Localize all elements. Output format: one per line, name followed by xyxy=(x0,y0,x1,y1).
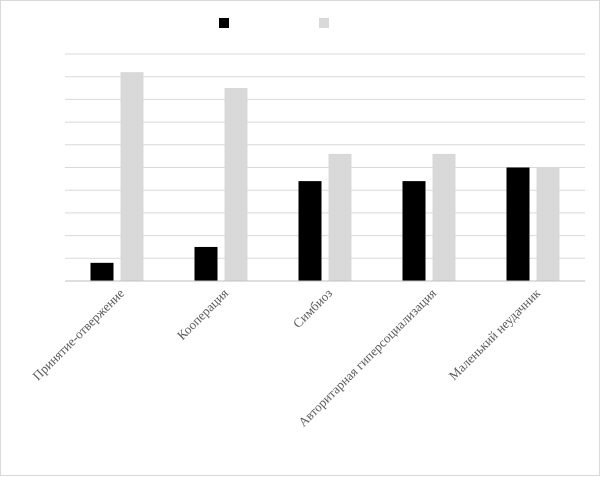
x-tick-label: Симбиоз xyxy=(290,286,335,331)
legend-swatch-series2 xyxy=(319,18,329,28)
bar-series2-4 xyxy=(432,153,456,281)
x-tick-label: Кооперация xyxy=(174,286,231,343)
bars xyxy=(90,72,560,281)
legend-swatch-series1 xyxy=(219,18,229,28)
bar-series1-5 xyxy=(506,167,530,281)
bar-series1-4 xyxy=(402,181,426,281)
bar-series2-3 xyxy=(328,153,352,281)
bar-series1-2 xyxy=(194,246,218,281)
bar-series2-1 xyxy=(120,72,144,281)
bar-series2-5 xyxy=(536,167,560,281)
bar-series1-1 xyxy=(90,262,114,281)
x-tick-label: Принятие-отвержение xyxy=(29,285,127,383)
gridlines xyxy=(65,53,585,259)
x-tick-labels: Принятие-отвержение Кооперация СимбиозАвто… xyxy=(29,285,543,429)
legend xyxy=(219,18,329,28)
bar-series1-3 xyxy=(298,181,322,281)
bar-series2-2 xyxy=(224,88,248,281)
x-tick-label: Маленький неудачник xyxy=(446,285,544,383)
